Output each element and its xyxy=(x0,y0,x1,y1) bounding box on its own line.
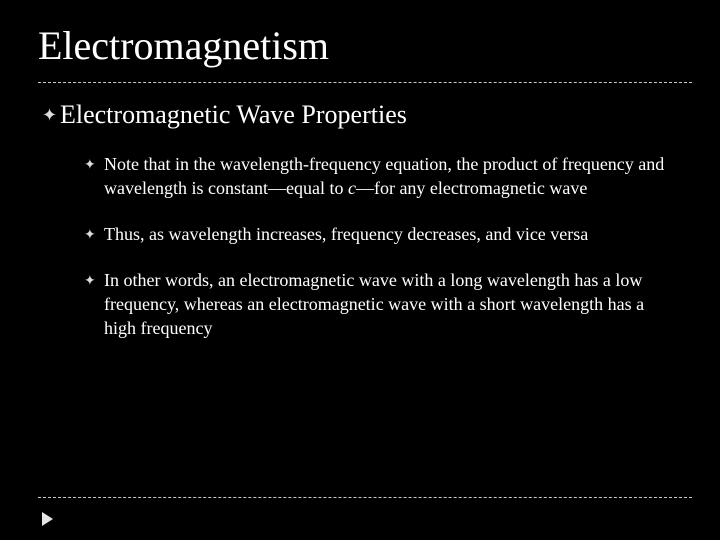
slide-title: Electromagnetism xyxy=(38,22,329,69)
italic-c: c xyxy=(348,178,356,198)
bullet-icon: ✦ xyxy=(84,152,104,176)
next-arrow-icon[interactable] xyxy=(42,512,53,526)
list-item: ✦ Thus, as wavelength increases, frequen… xyxy=(84,222,680,246)
list-item: ✦ In other words, an electromagnetic wav… xyxy=(84,268,680,340)
subheading-text: Electromagnetic Wave Properties xyxy=(60,100,407,130)
subheading-row: ✦ Electromagnetic Wave Properties xyxy=(42,100,407,130)
body-text: In other words, an electromagnetic wave … xyxy=(104,268,680,340)
body-text: Thus, as wavelength increases, frequency… xyxy=(104,222,588,246)
list-item: ✦ Note that in the wavelength-frequency … xyxy=(84,152,680,200)
bullet-icon: ✦ xyxy=(42,100,60,130)
body-list: ✦ Note that in the wavelength-frequency … xyxy=(84,152,680,362)
slide: Electromagnetism ✦ Electromagnetic Wave … xyxy=(0,0,720,540)
divider-top xyxy=(38,82,692,83)
divider-bottom xyxy=(38,497,692,498)
bullet-icon: ✦ xyxy=(84,222,104,246)
bullet-icon: ✦ xyxy=(84,268,104,292)
body-text: Note that in the wavelength-frequency eq… xyxy=(104,152,680,200)
text-span: —for any electromagnetic wave xyxy=(356,178,587,198)
